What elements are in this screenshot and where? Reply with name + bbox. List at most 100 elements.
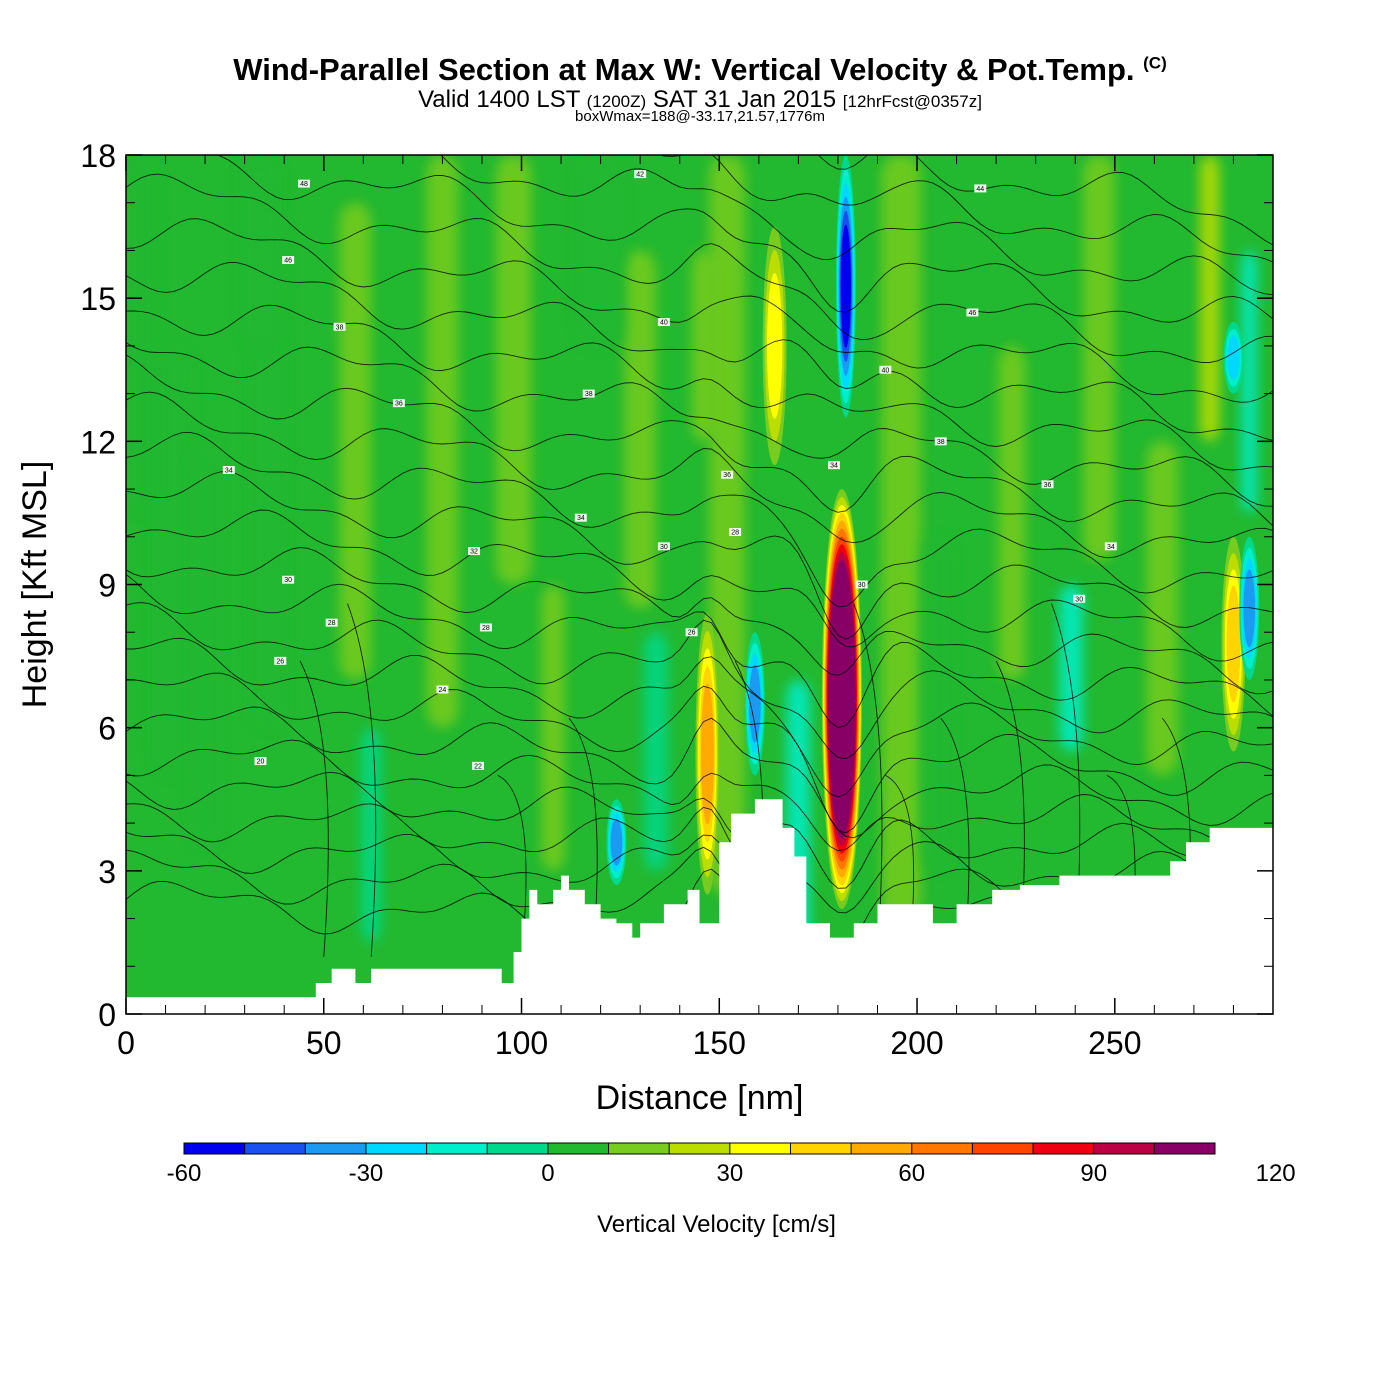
contour-label-text: 22 — [474, 763, 482, 770]
contour-label: 36 — [721, 470, 734, 479]
texture-band — [1059, 584, 1084, 752]
contour-label-text: 36 — [723, 472, 731, 479]
colorbar-tick-label: 30 — [716, 1160, 743, 1187]
contour-label-bg — [657, 542, 670, 551]
velocity-feature — [762, 226, 787, 466]
theta-contour-line — [126, 637, 1273, 798]
theta-contour-line — [126, 391, 1273, 559]
valid-zulu: (1200Z) — [586, 92, 647, 111]
x-tick-label: 0 — [117, 1025, 135, 1061]
contour-label-bg — [436, 685, 449, 694]
contour-label-text: 28 — [482, 625, 490, 632]
contour-label-bg — [333, 322, 346, 331]
colorbar-swatch — [911, 1143, 973, 1154]
x-tick-label: 200 — [890, 1025, 943, 1061]
terrain-mask — [126, 799, 1273, 1014]
contour-label: 36 — [1041, 480, 1054, 489]
contour-label-text: 30 — [660, 544, 668, 551]
copyright-mark: (C) — [1143, 53, 1167, 73]
forecast-info: [12hrFcst@0357z] — [842, 92, 982, 111]
colorbar-swatch — [305, 1143, 367, 1154]
colorbar-swatch — [790, 1143, 852, 1154]
y-tick-label: 18 — [80, 138, 116, 174]
contour-label-bg — [1104, 542, 1117, 551]
contour-label: 40 — [879, 365, 892, 374]
contour-label: 46 — [966, 308, 979, 317]
velocity-feature — [1223, 322, 1244, 394]
texture-bands — [126, 155, 1258, 967]
texture-band — [1199, 155, 1220, 442]
contour-label: 28 — [479, 623, 492, 632]
colorbar-swatch — [972, 1143, 1034, 1154]
texture-band — [576, 155, 625, 346]
x-tick-label: 50 — [306, 1025, 342, 1061]
theta-contour-line — [126, 706, 1273, 839]
theta-contour-line — [126, 431, 1273, 608]
velocity-level — [700, 683, 714, 825]
colorbar-tick-label: 60 — [898, 1160, 925, 1187]
colorbar: -60 -30 0 30 60 90 120 Vertical Velocity [cm/s] — [167, 1142, 1296, 1238]
colorbar-tick-label: 90 — [1080, 1160, 1107, 1187]
theta-contour-line — [347, 603, 377, 957]
velocity-features — [606, 155, 1260, 910]
theta-contour-line — [853, 603, 883, 957]
x-tick-label: 100 — [495, 1025, 548, 1061]
velocity-feature — [835, 155, 856, 418]
theta-contour-line — [215, 155, 1273, 323]
contour-label-bg — [721, 470, 734, 479]
texture-band — [691, 250, 716, 442]
theta-contour-line — [126, 602, 1273, 760]
theta-contour-line — [299, 660, 329, 957]
theta-contour-line — [126, 471, 1273, 640]
contour-label: 30 — [657, 542, 670, 551]
velocity-level — [749, 664, 761, 743]
theta-contour-line — [126, 672, 1273, 834]
valid-prefix: Valid 1400 LST — [418, 86, 580, 113]
colorbar-swatch — [244, 1143, 306, 1154]
contour-label: 34 — [827, 461, 840, 470]
contour-label-bg — [855, 580, 868, 589]
contour-label-bg — [282, 575, 295, 584]
contour-labels: 48 46 38 36 34 30 28 26 20 42 40 38 34 32 30 28 24 22 36 28… — [222, 170, 1117, 770]
contour-label: 34 — [574, 513, 587, 522]
contour-label: 28 — [729, 528, 742, 537]
box-wmax: boxWmax=188@-33.17,21.57,1776m — [575, 108, 825, 125]
velocity-feature — [1239, 536, 1260, 680]
texture-band — [1083, 155, 1115, 561]
contour-label-text: 34 — [225, 467, 233, 474]
theta-contour-line — [126, 354, 1273, 527]
theta-contour-line — [126, 304, 1273, 471]
theta-contour-line — [126, 342, 1273, 507]
contour-label-text: 34 — [1107, 544, 1115, 551]
colorbar-swatch — [669, 1143, 731, 1154]
theta-contour-line — [658, 155, 1273, 263]
contour-label-bg — [479, 623, 492, 632]
contour-label: 30 — [855, 580, 868, 589]
contour-label-bg — [934, 437, 947, 446]
contour-label-text: 34 — [830, 463, 838, 470]
texture-band — [920, 536, 953, 871]
contour-label: 24 — [436, 685, 449, 694]
velocity-feature — [744, 632, 765, 776]
contour-label-bg — [729, 528, 742, 537]
colorbar-swatch — [851, 1143, 913, 1154]
title-text: Wind-Parallel Section at Max W: Vertical… — [233, 52, 1135, 87]
texture-band — [1241, 250, 1258, 513]
colorbar-tick-label: -60 — [167, 1160, 202, 1187]
colorbar-swatch — [1033, 1143, 1095, 1154]
contour-label-text: 24 — [439, 687, 447, 694]
contour-label-bg — [282, 255, 295, 264]
velocity-feature — [606, 799, 627, 886]
contour-label-bg — [634, 170, 647, 179]
y-axis-label: Height [Kft MSL] — [16, 461, 54, 709]
theta-contour-line — [126, 739, 1273, 856]
contour-label-text: 34 — [577, 515, 585, 522]
contour-label: 22 — [472, 761, 485, 770]
contour-label-bg — [325, 618, 338, 627]
contour-label-text: 42 — [636, 172, 644, 179]
colorbar-label: Vertical Velocity [cm/s] — [597, 1211, 836, 1238]
contour-label-text: 26 — [276, 658, 284, 665]
theta-contour-line — [817, 155, 1273, 246]
